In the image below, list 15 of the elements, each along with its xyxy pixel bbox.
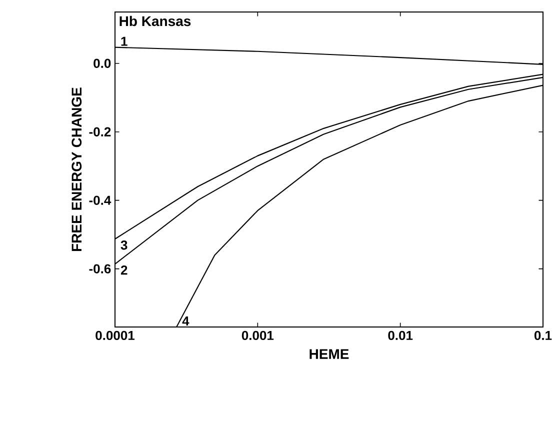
annotation: 4 (182, 316, 190, 326)
y-tick-label: 0.0 (94, 58, 111, 68)
y-axis-title: FREE ENERGY CHANGE (72, 88, 82, 252)
annotation: Hb Kansas (120, 16, 191, 26)
x-axis-title: HEME (310, 349, 349, 359)
x-tick-label: 0.0001 (96, 330, 135, 340)
y-tick-label: -0.4 (89, 196, 112, 205)
x-tick-label: 0.1 (534, 330, 552, 340)
annotation: 1 (121, 36, 128, 46)
annotation: 3 (120, 240, 128, 250)
x-tick-label: 0.01 (388, 330, 413, 340)
annotation: 2 (120, 266, 128, 275)
y-tick-label: -0.6 (89, 264, 111, 274)
y-tick-label: -0.2 (89, 127, 111, 136)
x-tick-label: 0.001 (242, 330, 274, 340)
